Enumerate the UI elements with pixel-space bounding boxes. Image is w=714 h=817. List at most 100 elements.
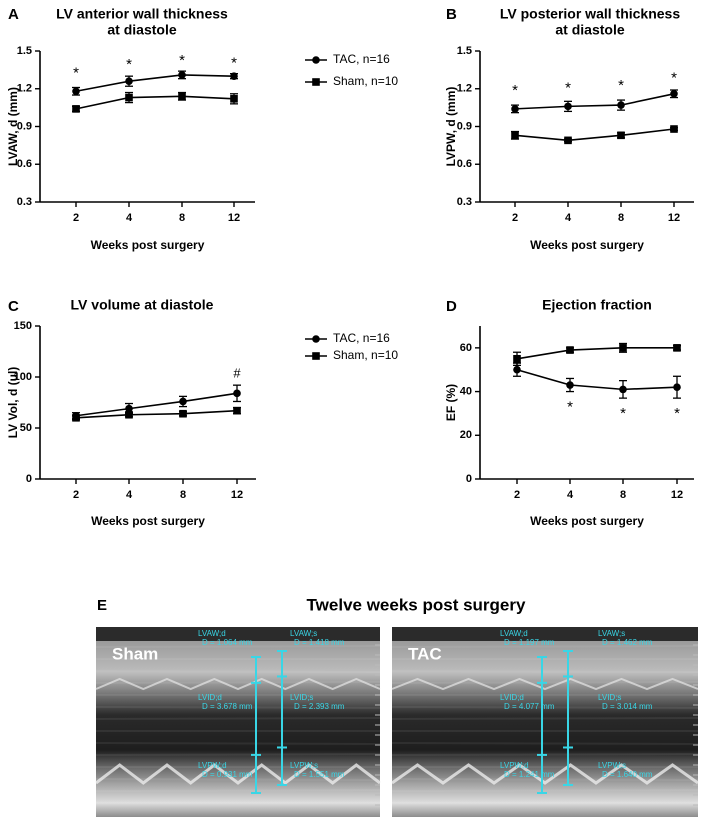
- echo-texture: [95, 670, 381, 673]
- legend-label: TAC, n=16: [333, 331, 390, 345]
- echo-texture: [95, 645, 381, 648]
- data-point: [564, 102, 572, 111]
- y-tick-label: 1.2: [17, 83, 32, 95]
- chart-title: Ejection fraction: [542, 297, 652, 313]
- series-line: [75, 409, 238, 419]
- measurement-value: D = 1.418 mm: [294, 638, 345, 647]
- chart-title: at diastole: [107, 22, 176, 38]
- x-tick-label: 12: [228, 212, 240, 224]
- y-tick-label: 0.9: [17, 120, 32, 132]
- data-point: [230, 95, 238, 103]
- measurement-name: LVAW;s: [290, 629, 317, 638]
- x-axis-label: Weeks post surgery: [91, 514, 205, 528]
- echo-texture: [391, 645, 699, 648]
- echo-texture: [95, 717, 381, 720]
- x-tick-label: 2: [514, 489, 520, 501]
- panel-letter: C: [8, 298, 19, 315]
- y-axis-label: LV Vol, d (ul): [6, 367, 20, 439]
- y-tick-label: 150: [14, 320, 32, 332]
- data-point: [125, 93, 133, 102]
- measurement-value: D = 4.077 mm: [504, 702, 555, 711]
- data-point: [670, 89, 678, 98]
- echo-image-tac: TAC LVAW;dD = 1.197 mm LVAW;sD = 1.462 mm L…: [391, 627, 699, 817]
- measurement-value: D = 0.931 mm: [202, 770, 253, 779]
- x-axis-label: Weeks post surgery: [530, 514, 644, 528]
- significance-marker: *: [674, 405, 680, 422]
- legend: TAC, n=16 Sham, n=10: [305, 331, 398, 362]
- echo-texture: [95, 753, 381, 756]
- y-tick-label: 1.5: [457, 45, 472, 57]
- measurement-value: D = 1.241 mm: [504, 770, 555, 779]
- data-point: [230, 72, 238, 80]
- data-point: [617, 101, 625, 109]
- measurement-name: LVID;d: [500, 693, 524, 702]
- echo-group-label: TAC: [408, 644, 442, 663]
- data-point: [179, 397, 187, 406]
- x-tick-label: 8: [620, 489, 626, 501]
- measurement-name: LVPW;d: [500, 761, 529, 770]
- y-tick-label: 1.2: [457, 83, 472, 95]
- chart-title: LV posterior wall thickness: [500, 6, 680, 22]
- measurement-value: D = 1.064 mm: [202, 638, 253, 647]
- chart-title: LV anterior wall thickness: [56, 6, 228, 22]
- echo-texture: [95, 742, 381, 745]
- data-point: [178, 92, 186, 101]
- y-tick-label: 0.6: [17, 158, 32, 170]
- data-point: [179, 409, 187, 418]
- measurement-name: LVAW;d: [500, 629, 528, 638]
- legend-marker: [312, 335, 320, 343]
- x-tick-label: 4: [126, 489, 133, 501]
- data-point: [617, 131, 625, 140]
- legend-item: TAC, n=16: [305, 331, 390, 345]
- x-tick-label: 8: [618, 212, 624, 224]
- data-point: [619, 344, 627, 352]
- data-point: [670, 125, 678, 133]
- y-tick-label: 0: [466, 473, 472, 485]
- x-tick-label: 8: [180, 489, 186, 501]
- data-point: [619, 385, 627, 394]
- series-tac: [72, 70, 238, 96]
- echo-texture: [391, 789, 699, 792]
- measurement-value: D = 3.678 mm: [202, 702, 253, 711]
- series-line: [514, 93, 675, 110]
- echo-texture: [391, 670, 699, 673]
- data-point: [178, 71, 186, 79]
- echo-wall: [391, 763, 699, 785]
- measurement-value: D = 1.197 mm: [504, 638, 555, 647]
- data-point: [72, 105, 80, 113]
- x-tick-label: 12: [668, 212, 680, 224]
- echo-wall: [95, 763, 381, 785]
- measurement-value: D = 1.462 mm: [602, 638, 653, 647]
- legend-item: Sham, n=10: [305, 348, 398, 362]
- data-point: [511, 105, 519, 113]
- echo-texture: [391, 706, 699, 709]
- series-sham: [513, 342, 681, 366]
- measurement-name: LVAW;d: [198, 629, 226, 638]
- significance-marker: *: [671, 70, 677, 87]
- series-sham: [72, 406, 241, 422]
- x-tick-label: 2: [512, 212, 518, 224]
- significance-marker: *: [179, 52, 185, 69]
- series-tac: [511, 89, 678, 114]
- echo-texture: [95, 681, 381, 684]
- echo-image-sham: Sham LVAW;dD = 1.064 mm LVAW;sD = 1.418 mm…: [95, 627, 381, 817]
- x-tick-label: 2: [73, 489, 79, 501]
- echo-background: [392, 641, 698, 817]
- data-point: [566, 381, 574, 389]
- chart-panel-c: C LV volume at diastole 0 50 100 150 2 4 8 12 Week…: [6, 297, 256, 528]
- legend-marker: [312, 56, 320, 64]
- data-point: [72, 414, 80, 422]
- x-tick-label: 2: [73, 212, 79, 224]
- chart-panel-d: D Ejection fraction 0 20 40 60 2 4 8 12 Weeks post…: [444, 297, 694, 528]
- y-tick-label: 1.5: [17, 45, 32, 57]
- x-tick-label: 12: [231, 489, 243, 501]
- echo-wall: [95, 677, 381, 691]
- significance-marker: *: [620, 405, 626, 422]
- legend-item: Sham, n=10: [305, 74, 398, 88]
- significance-marker: *: [231, 55, 237, 72]
- series-line: [516, 347, 677, 360]
- echo-background: [96, 641, 380, 817]
- echo-texture: [391, 778, 699, 781]
